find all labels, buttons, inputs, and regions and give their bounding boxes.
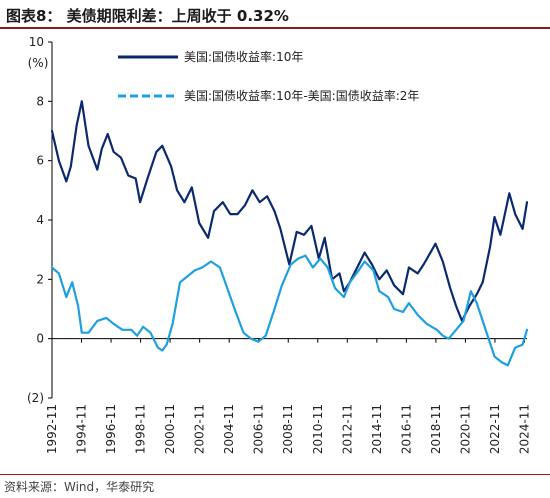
y-tick-label: 2: [36, 272, 44, 286]
footer-divider: [0, 474, 550, 475]
x-tick-label: 2008-11: [281, 404, 295, 454]
y-tick-label: 10: [29, 35, 44, 49]
x-tick-label: 1992-11: [45, 404, 59, 454]
x-tick-label: 2014-11: [370, 404, 384, 454]
x-tick-label: 2010-11: [311, 404, 325, 454]
x-tick-label: 2024-11: [517, 404, 531, 454]
x-tick-label: 2004-11: [222, 404, 236, 454]
x-tick-label: 2006-11: [252, 404, 266, 454]
title-bar: 图表8： 美债期限利差：上周收于 0.32%: [0, 0, 550, 26]
x-tick-label: 2000-11: [163, 404, 177, 454]
legend-label-10y: 美国:国债收益率:10年: [184, 49, 303, 64]
x-tick-label: 2020-11: [458, 404, 472, 454]
chart-title: 图表8： 美债期限利差：上周收于 0.32%: [6, 7, 289, 25]
y-tick-label: 8: [36, 94, 44, 108]
x-tick-label: 1996-11: [104, 404, 118, 454]
y-tick-label: 4: [36, 213, 44, 227]
chart-axes: (2) 0 2 4 6 8 10 (%) 1992-11 1994-11 1996-11 1998-1…: [27, 35, 531, 454]
y-axis-unit: (%): [28, 56, 49, 70]
y-tick-label: (2): [27, 391, 44, 405]
y-tick-label: 0: [36, 332, 44, 346]
x-tick-label: 2018-11: [429, 404, 443, 454]
x-tick-label: 1998-11: [134, 404, 148, 454]
legend-label-spread: 美国:国债收益率:10年-美国:国债收益率:2年: [184, 88, 419, 103]
y-tick-label: 6: [36, 154, 44, 168]
x-tick-label: 2022-11: [488, 404, 502, 454]
chart-series: [50, 100, 529, 367]
source-note: 资料来源：Wind，华泰研究: [4, 480, 155, 494]
x-tick-label: 2012-11: [340, 404, 354, 454]
title-divider: [0, 27, 550, 29]
x-tick-label: 2002-11: [193, 404, 207, 454]
line-chart: (2) 0 2 4 6 8 10 (%) 1992-11 1994-11 1996-11 1998-1…: [27, 35, 531, 454]
x-tick-label: 2016-11: [399, 404, 413, 454]
series-line-10y: [50, 100, 529, 322]
x-tick-label: 1994-11: [75, 404, 89, 454]
series-line-spread: [50, 254, 529, 367]
